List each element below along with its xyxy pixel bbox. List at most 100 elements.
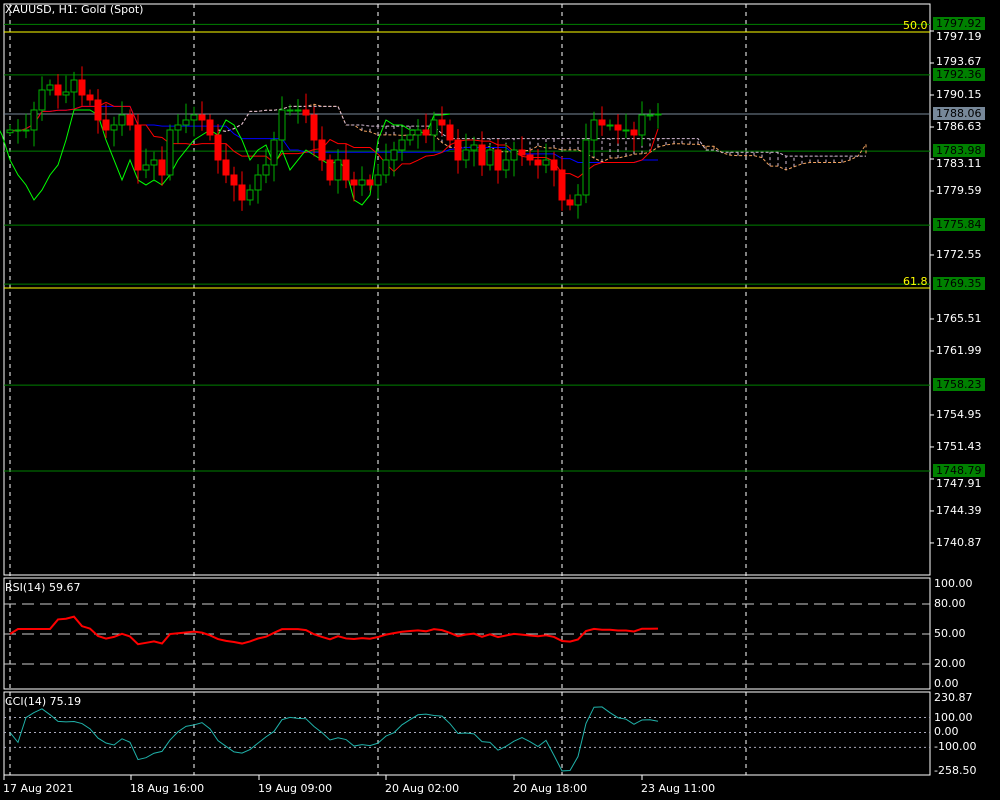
candlestick [486, 149, 494, 166]
candlestick [406, 134, 414, 141]
candlestick [558, 169, 566, 201]
price-tick-label: 1751.43 [936, 440, 982, 453]
candlestick [86, 94, 94, 101]
fibonacci-level-label: 50.0 [903, 19, 928, 32]
cci-line [9, 706, 659, 772]
candlestick [358, 179, 366, 186]
cci-axis-label: -258.50 [934, 764, 977, 777]
candlestick [222, 159, 230, 176]
candlestick [206, 119, 214, 136]
level-price-label: 1758.23 [933, 378, 985, 391]
main-panel-frame [3, 3, 931, 576]
price-tick-label: 1797.19 [936, 30, 982, 43]
candlestick [22, 129, 30, 132]
price-tick-label: 1790.15 [936, 88, 982, 101]
candlestick [462, 149, 470, 161]
candlestick [414, 129, 422, 136]
candlestick [134, 124, 142, 171]
candlestick [454, 139, 462, 161]
candlestick [510, 149, 518, 161]
price-tick-label: 1740.87 [936, 536, 982, 549]
cci-axis-label: -100.00 [934, 740, 977, 753]
price-tick-label: 1747.91 [936, 477, 982, 490]
candlestick [230, 174, 238, 186]
candlestick [190, 114, 198, 121]
rsi-axis-label: 0.00 [934, 677, 959, 690]
price-tick-label: 1772.55 [936, 248, 982, 261]
candlestick [542, 159, 550, 166]
senkou-span-b-line [217, 105, 866, 157]
candlestick [286, 109, 294, 112]
candlestick [534, 159, 542, 166]
candlestick [646, 114, 654, 117]
time-axis-label: 20 Aug 18:00 [513, 782, 588, 795]
cci-label: CCI(14) 75.19 [5, 695, 82, 708]
candlestick [566, 199, 574, 206]
candlestick [502, 159, 510, 171]
candlestick [430, 119, 438, 136]
candlestick [214, 134, 222, 161]
rsi-label: RSI(14) 59.67 [5, 581, 81, 594]
cci-axis-label: 230.87 [934, 691, 973, 704]
candlestick [166, 129, 174, 176]
candlestick [254, 174, 262, 191]
candlestick [174, 124, 182, 131]
candlestick [30, 109, 38, 131]
candlestick [470, 144, 478, 151]
time-axis-label: 18 Aug 16:00 [130, 782, 205, 795]
time-axis-label: 23 Aug 11:00 [641, 782, 716, 795]
rsi-axis-label: 50.00 [934, 627, 966, 640]
fibonacci-level-label: 61.8 [903, 274, 928, 288]
cci-axis-label: 100.00 [934, 711, 973, 724]
candlestick [638, 114, 646, 136]
price-tick-label: 1779.59 [936, 184, 982, 197]
candlestick [110, 124, 118, 131]
candlestick [158, 159, 166, 176]
candlestick [54, 84, 62, 96]
price-tick-label: 1793.67 [936, 55, 982, 68]
candlestick [14, 129, 22, 132]
candlestick [622, 129, 630, 132]
candlestick [262, 164, 270, 176]
level-price-label: 1775.84 [933, 218, 985, 231]
candlestick [446, 124, 454, 141]
candlestick [494, 149, 502, 171]
cci-panel-frame [3, 691, 931, 776]
candlestick [550, 159, 558, 171]
time-axis-label: 20 Aug 02:00 [385, 782, 460, 795]
candlestick [270, 139, 278, 166]
candlestick [382, 159, 390, 176]
time-axis-label: 17 Aug 2021 [3, 782, 74, 795]
candlestick [310, 114, 318, 141]
candlestick [142, 164, 150, 171]
level-price-label: 1748.79 [933, 464, 985, 477]
candlestick [38, 89, 46, 111]
price-tick-label: 1754.95 [936, 408, 982, 421]
rsi-line [9, 615, 659, 646]
candlestick [334, 159, 342, 181]
price-tick-label: 1744.39 [936, 504, 982, 517]
price-tick-label: 1783.11 [936, 157, 982, 170]
candlestick [62, 91, 70, 96]
current-price-label: 1788.06 [933, 107, 985, 120]
candlestick [46, 84, 54, 91]
rsi-axis-label: 20.00 [934, 657, 966, 670]
candlestick [398, 139, 406, 151]
candlestick [238, 184, 246, 201]
candlestick [654, 113, 662, 116]
rsi-axis-label: 80.00 [934, 597, 966, 610]
level-price-label: 1797.92 [933, 17, 985, 30]
candlestick [342, 159, 350, 181]
candlestick [326, 159, 334, 181]
candlestick [150, 159, 158, 166]
candlestick [302, 109, 310, 116]
level-price-label: 1783.98 [933, 144, 985, 157]
kijun-sen-line [9, 105, 658, 163]
candlestick [422, 129, 430, 136]
candlestick [366, 179, 374, 186]
candlestick [526, 154, 534, 161]
candlestick [438, 119, 446, 126]
candlestick [350, 179, 358, 186]
candlestick [78, 79, 86, 96]
